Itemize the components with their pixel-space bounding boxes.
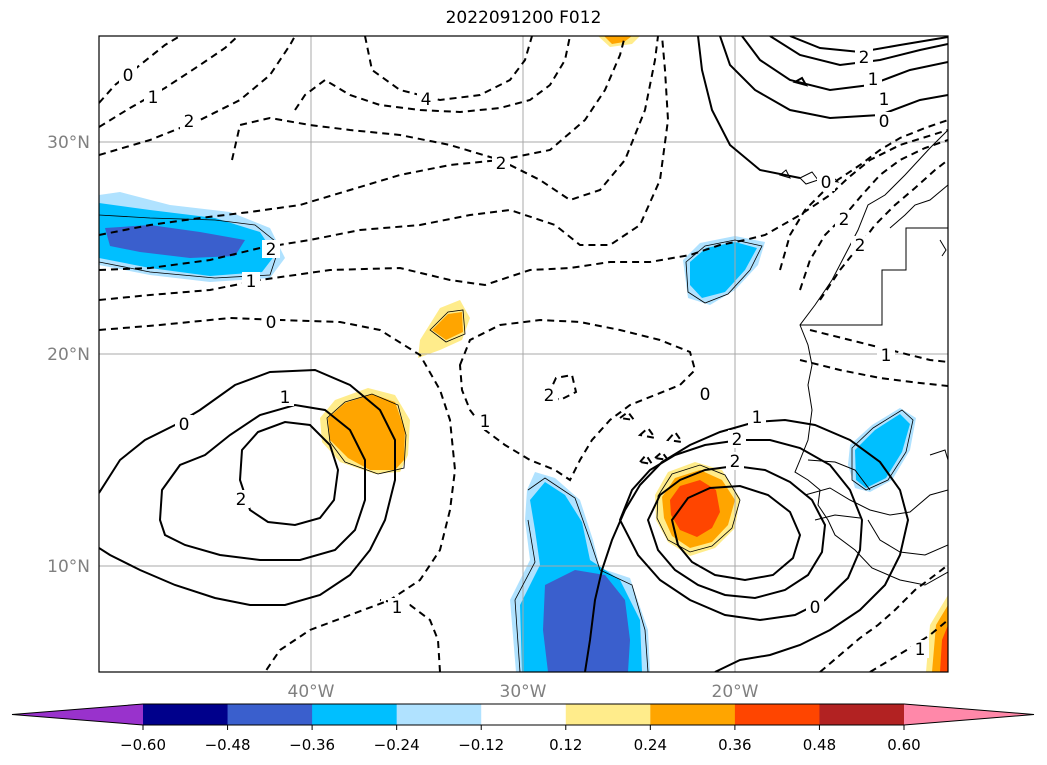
contour-label: 0: [810, 598, 821, 618]
contour-label: 1: [480, 412, 491, 432]
lon-label-20w: 20°W: [712, 682, 759, 702]
contour-label: 1: [246, 272, 257, 292]
colorbar-segment: [819, 704, 905, 725]
contour-label: 2: [859, 48, 870, 68]
graticule: [99, 36, 948, 672]
colorbar-tick-label: 0.48: [803, 736, 836, 754]
contour-label: 2: [839, 210, 850, 230]
contour-label: 0: [266, 313, 277, 333]
colorbar-extend-max: [904, 704, 1034, 725]
colorbar-segment: [312, 704, 398, 725]
lat-label-20n: 20°N: [47, 345, 90, 365]
colorbar-extend-min: [12, 704, 143, 725]
contour-label: 1: [752, 408, 763, 428]
contour-label: 2: [730, 452, 741, 472]
contour-label: 0: [123, 66, 134, 86]
contour-label: 2: [266, 240, 277, 260]
contour-label: 2: [732, 430, 743, 450]
contour-label: 0: [821, 173, 832, 193]
contour-labels: 0 1 2 4 2 2 1 0 2 1 0 1 2 0 1 2 2 1 2 1 …: [119, 48, 929, 660]
contour-label: 0: [179, 415, 190, 435]
contour-label: 0: [879, 112, 890, 132]
colorbar-segment: [650, 704, 736, 725]
colorbar-tick-label: −0.36: [289, 736, 335, 754]
contour-label: 1: [881, 346, 892, 366]
contour-label: 1: [868, 70, 879, 90]
contour-label: 2: [236, 490, 247, 510]
colorbar-tick-label: −0.48: [205, 736, 251, 754]
contour-label: 1: [392, 598, 403, 618]
colorbar-tick-label: 0.12: [549, 736, 582, 754]
contour-label: 4: [421, 90, 432, 110]
contour-label: 2: [544, 386, 555, 406]
contour-label: 1: [915, 640, 926, 660]
colorbar-tick-label: −0.60: [120, 736, 166, 754]
lat-label-10n: 10°N: [47, 557, 90, 577]
contour-label: 1: [879, 90, 890, 110]
colorbar-segment: [481, 704, 567, 725]
colorbar-tick-label: 0.24: [634, 736, 667, 754]
colorbar-segment: [734, 704, 820, 725]
colorbar-segment: [565, 704, 651, 725]
contour-label: 2: [496, 154, 507, 174]
contour-label: 0: [700, 385, 711, 405]
lon-label-30w: 30°W: [500, 682, 547, 702]
lat-label-30n: 30°N: [47, 133, 90, 153]
colorbar-tick-label: 0.60: [887, 736, 920, 754]
shade-outlines: [99, 214, 914, 672]
map-border: [98, 35, 949, 673]
contour-label: 1: [280, 388, 291, 408]
contour-label: 2: [855, 236, 866, 256]
map-plot-area: 0 1 2 4 2 2 1 0 2 1 0 1 2 0 1 2 2 1 2 1 …: [99, 36, 948, 672]
contour-label: 2: [184, 112, 195, 132]
lon-label-40w: 40°W: [288, 682, 335, 702]
colorbar: −0.60 −0.48 −0.36 −0.24 −0.12 0.12 0.24 0.36 0.4…: [11, 703, 1035, 754]
colorbar-tick-label: −0.12: [458, 736, 504, 754]
coastline: [778, 129, 948, 586]
colorbar-segment: [143, 704, 229, 725]
colorbar-tick-label: −0.24: [374, 736, 420, 754]
shaded-field: [99, 36, 948, 672]
colorbar-segment: [227, 704, 313, 725]
colorbar-segment: [396, 704, 482, 725]
colorbar-tick-label: 0.36: [718, 736, 751, 754]
map-title: 2022091200 F012: [445, 8, 602, 28]
contour-label: 1: [148, 88, 159, 108]
